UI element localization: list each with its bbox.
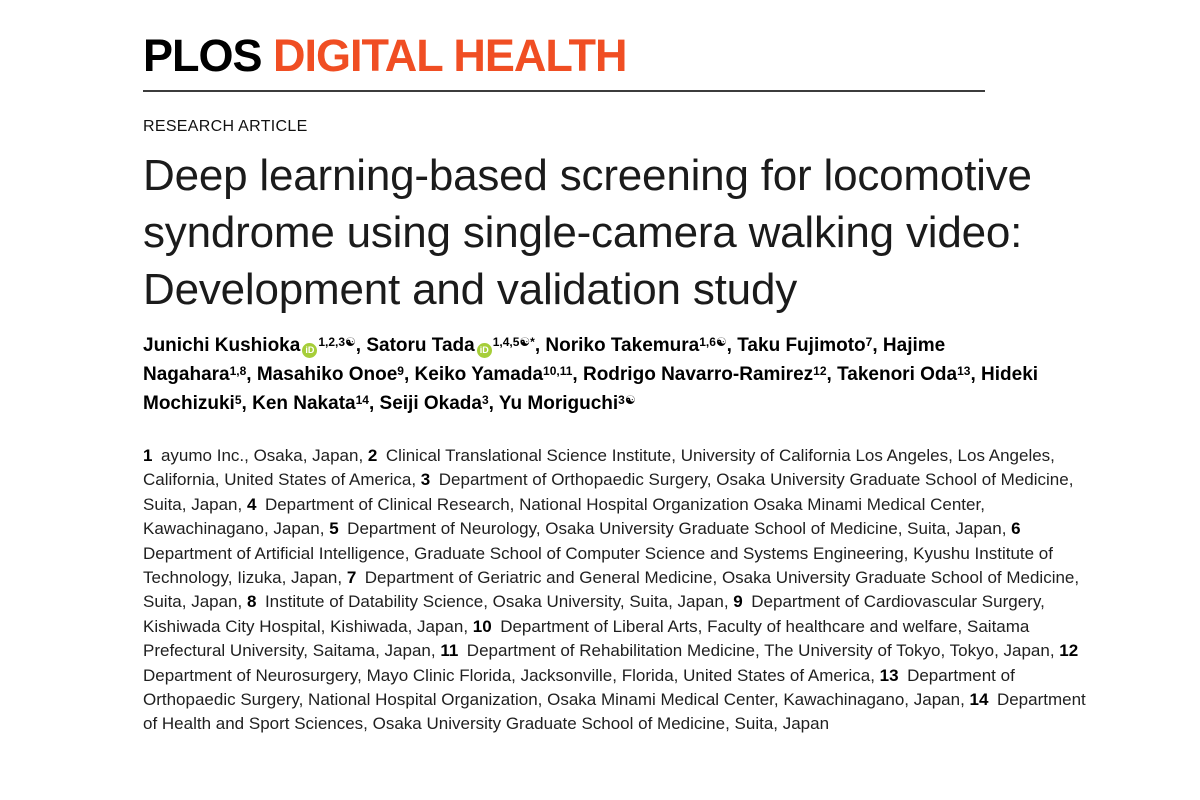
author-affiliation-marks: 1,4,5☯* (492, 334, 535, 349)
author-affiliation-marks: 14 (355, 392, 369, 407)
affiliation-number: 7 (346, 568, 357, 588)
author: Hideki Mochizuki5, (143, 364, 1039, 414)
affiliation-number: 9 (733, 592, 743, 612)
article-header: PLOS DIGITAL HEALTH RESEARCH ARTICLE Dee… (143, 0, 1103, 737)
journal-logo: PLOS DIGITAL HEALTH (143, 33, 1103, 78)
author-affiliation-marks: 7 (865, 334, 873, 349)
author-name: Seiji Okada (379, 393, 482, 414)
author-affiliation-marks: 9 (397, 363, 404, 378)
author-affiliation-marks: 10,11 (543, 363, 573, 378)
author-affiliation-marks: 1,6☯ (699, 334, 727, 349)
orcid-icon[interactable]: iD (476, 343, 492, 358)
affiliation-number: 6 (1011, 519, 1021, 539)
author-affiliation-marks: 12 (813, 363, 827, 378)
affiliation-number: 8 (246, 592, 257, 612)
author: Taku Fujimoto7, (737, 334, 883, 356)
author: Yu Moriguchi3☯ (499, 393, 636, 414)
author-affiliation-marks: 1,8 (229, 363, 247, 378)
author: Ken Nakata14, (252, 392, 380, 414)
author-name: Junichi Kushioka (143, 335, 301, 356)
author-name: Rodrigo Navarro-Ramirez (582, 364, 814, 385)
author-affiliation-marks: 13 (957, 363, 971, 378)
author-name: Yu Moriguchi (498, 393, 619, 414)
author-name: Masahiko Onoe (256, 364, 398, 385)
article-type-label: RESEARCH ARTICLE (143, 118, 308, 135)
affiliation-number: 1 (143, 446, 153, 465)
author-name: Taku Fujimoto (737, 335, 866, 356)
author: Hajime Nagahara1,8, (143, 335, 946, 385)
author-name: Noriko Takemura (545, 335, 700, 356)
author-affiliation-marks: 1,2,3☯ (318, 334, 356, 349)
author-name: Hideki Mochizuki (143, 364, 1039, 414)
author-affiliation-marks: 5 (234, 392, 242, 407)
author-name: Hajime Nagahara (143, 335, 946, 385)
journal-logo-plos: PLOS (143, 30, 263, 81)
affiliation-number: 10 (472, 616, 492, 636)
affiliation-number: 4 (246, 494, 257, 514)
author: Junichi Kushioka iD1,2,3☯, (143, 334, 367, 358)
affiliation-number: 13 (879, 665, 899, 685)
author: Rodrigo Navarro-Ramirez12, (582, 363, 838, 385)
affiliation-number: 5 (329, 519, 339, 539)
author: Masahiko Onoe9, (256, 363, 415, 385)
affiliation-list: 1 ayumo Inc., Osaka, Japan, 2 Clinical T… (143, 446, 1087, 734)
orcid-icon[interactable]: iD (302, 343, 318, 358)
author: Takenori Oda13, (837, 363, 982, 385)
affiliation-number: 12 (1059, 641, 1079, 661)
author-affiliation-marks: 3☯ (618, 392, 636, 407)
author-list: Junichi Kushioka iD1,2,3☯, Satoru Tada iD1… (143, 331, 1043, 418)
author-name: Satoru Tada (366, 335, 475, 356)
author-name: Keiko Yamada (414, 364, 544, 385)
author: Keiko Yamada10,11, (414, 363, 583, 385)
page-title: Deep learning-based screening for locomo… (143, 151, 1032, 314)
author-name: Ken Nakata (252, 393, 356, 414)
header-divider (143, 90, 985, 92)
affiliation-number: 3 (420, 470, 431, 490)
author-affiliation-marks: 3 (481, 392, 489, 407)
author: Seiji Okada3, (379, 392, 499, 414)
journal-logo-digital-health: DIGITAL HEALTH (273, 30, 627, 81)
author: Satoru Tada iD1,4,5☯*, (366, 334, 546, 358)
author-name: Takenori Oda (837, 364, 958, 385)
affiliation-number: 2 (367, 446, 378, 465)
affiliation-number: 14 (969, 690, 989, 710)
author: Noriko Takemura1,6☯, (545, 334, 738, 356)
affiliation-number: 11 (440, 641, 459, 661)
